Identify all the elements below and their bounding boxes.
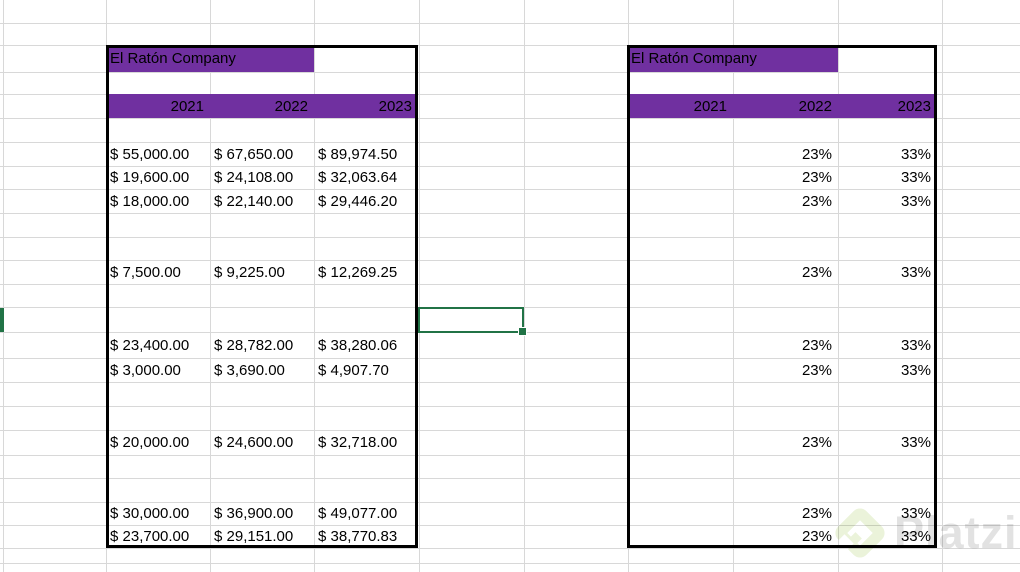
spreadsheet-cell[interactable]: $ 38,280.06 — [318, 336, 398, 354]
spreadsheet-cell[interactable]: $ 3,000.00 — [110, 361, 181, 379]
year-header-cell[interactable]: 2021 — [106, 94, 210, 118]
year-header-cell[interactable]: 2022 — [210, 94, 314, 118]
spreadsheet-cell[interactable]: 23% — [801, 361, 832, 379]
fill-handle[interactable] — [518, 327, 527, 336]
spreadsheet-cell[interactable]: 33% — [900, 505, 931, 522]
spreadsheet-cell[interactable]: $ 49,077.00 — [318, 505, 398, 522]
spreadsheet-cell[interactable]: 23% — [801, 145, 832, 163]
selected-row-indicator — [0, 308, 4, 332]
spreadsheet-cell[interactable]: $ 29,151.00 — [214, 528, 294, 545]
spreadsheet-cell[interactable]: $ 23,400.00 — [110, 336, 190, 354]
spreadsheet-cell[interactable]: $ 36,900.00 — [214, 505, 294, 522]
spreadsheet-cell[interactable]: 23% — [801, 192, 832, 210]
spreadsheet-cell[interactable]: $ 89,974.50 — [318, 145, 398, 163]
spreadsheet-cell[interactable]: $ 23,700.00 — [110, 528, 190, 545]
spreadsheet-cell[interactable]: 33% — [900, 263, 931, 281]
gridline — [0, 23, 1020, 24]
selected-cell[interactable] — [418, 307, 527, 336]
spreadsheet-cell[interactable]: 23% — [801, 528, 832, 545]
spreadsheet-cell[interactable]: $ 32,718.00 — [318, 434, 398, 451]
spreadsheet-cell[interactable]: 23% — [801, 505, 832, 522]
spreadsheet-cell[interactable]: $ 12,269.25 — [318, 263, 398, 281]
gridline — [0, 548, 1020, 549]
spreadsheet-cell[interactable]: $ 30,000.00 — [110, 505, 190, 522]
spreadsheet-cell[interactable]: 33% — [900, 361, 931, 379]
spreadsheet-cell[interactable]: $ 24,600.00 — [214, 434, 294, 451]
table-title-cell[interactable]: El Ratón Company — [627, 45, 838, 72]
spreadsheet-cell[interactable]: $ 29,446.20 — [318, 192, 398, 210]
year-header-cell[interactable]: 2023 — [314, 94, 418, 118]
spreadsheet-cell[interactable]: 33% — [900, 336, 931, 354]
spreadsheet-cell[interactable]: 33% — [900, 528, 931, 545]
spreadsheet-cell[interactable]: 33% — [900, 434, 931, 451]
spreadsheet-cell[interactable]: $ 19,600.00 — [110, 169, 190, 186]
spreadsheet-cell[interactable]: $ 3,690.00 — [214, 361, 285, 379]
spreadsheet-cell[interactable]: 33% — [900, 169, 931, 186]
gridline — [524, 0, 525, 572]
spreadsheet-cell[interactable]: $ 9,225.00 — [214, 263, 285, 281]
spreadsheet-cell[interactable]: $ 28,782.00 — [214, 336, 294, 354]
spreadsheet-cell[interactable]: $ 7,500.00 — [110, 263, 181, 281]
gridline — [3, 0, 4, 572]
spreadsheet-cell[interactable]: 33% — [900, 192, 931, 210]
spreadsheet-cell[interactable]: 33% — [900, 145, 931, 163]
spreadsheet-cell[interactable]: 23% — [801, 169, 832, 186]
spreadsheet-cell[interactable]: $ 55,000.00 — [110, 145, 190, 163]
spreadsheet-cell[interactable]: $ 20,000.00 — [110, 434, 190, 451]
year-header-cell[interactable]: 2022 — [733, 94, 838, 118]
spreadsheet-cell[interactable]: 23% — [801, 434, 832, 451]
spreadsheet-cell[interactable]: $ 32,063.64 — [318, 169, 398, 186]
right-table-border — [627, 45, 937, 548]
left-table-border — [106, 45, 418, 548]
spreadsheet-cell[interactable]: $ 24,108.00 — [214, 169, 294, 186]
table-title-cell[interactable]: El Ratón Company — [106, 45, 314, 72]
year-header-cell[interactable]: 2023 — [838, 94, 937, 118]
gridline — [942, 0, 943, 572]
spreadsheet-cell[interactable]: $ 18,000.00 — [110, 192, 190, 210]
gridline — [419, 0, 420, 572]
spreadsheet-cell[interactable]: $ 67,650.00 — [214, 145, 294, 163]
spreadsheet-cell[interactable]: $ 22,140.00 — [214, 192, 294, 210]
spreadsheet-cell[interactable]: 23% — [801, 263, 832, 281]
gridline — [0, 563, 1020, 564]
year-header-cell[interactable]: 2021 — [627, 94, 733, 118]
spreadsheet-cell[interactable]: $ 38,770.83 — [318, 528, 398, 545]
spreadsheet-cell[interactable]: $ 4,907.70 — [318, 361, 389, 379]
spreadsheet-cell[interactable]: 23% — [801, 336, 832, 354]
